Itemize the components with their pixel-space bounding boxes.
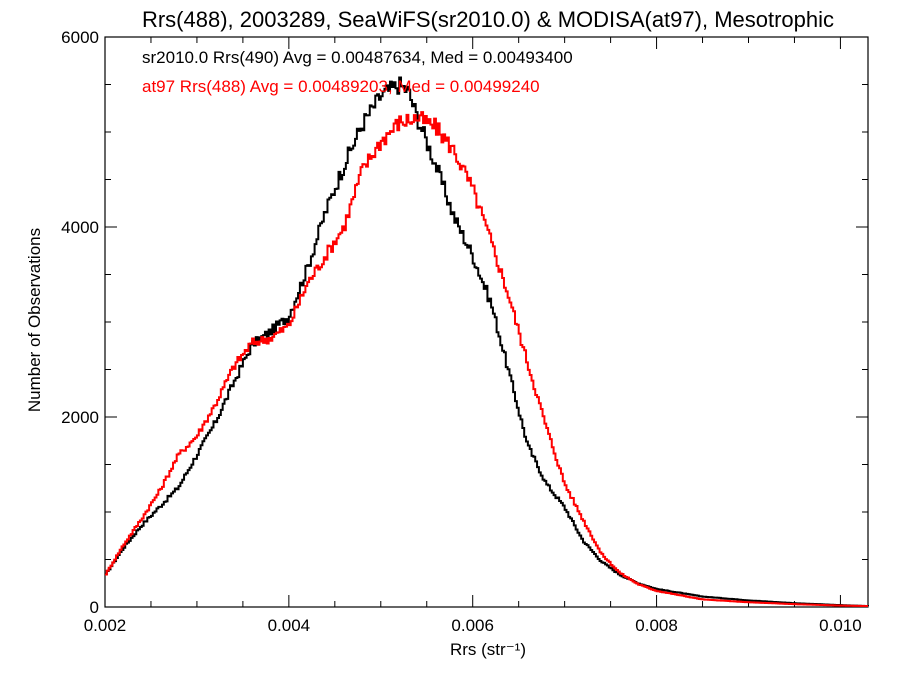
x-axis-label: Rrs (str⁻¹) — [450, 640, 526, 659]
y-tick-label: 4000 — [61, 218, 99, 237]
y-axis-label: Number of Observations — [25, 228, 44, 412]
x-axis: 0.002 0.004 0.006 0.008 0.010 — [84, 37, 862, 635]
x-tick-label: 0.008 — [635, 616, 678, 635]
legend-entry-1: sr2010.0 Rrs(490) Avg = 0.00487634, Med … — [142, 48, 573, 67]
x-tick-label: 0.010 — [819, 616, 862, 635]
y-tick-label: 2000 — [61, 408, 99, 427]
y-tick-label: 6000 — [61, 28, 99, 47]
chart-title: Rrs(488), 2003289, SeaWiFS(sr2010.0) & M… — [142, 7, 834, 32]
x-tick-label: 0.004 — [268, 616, 311, 635]
legend: sr2010.0 Rrs(490) Avg = 0.00487634, Med … — [142, 48, 573, 96]
series-line-1 — [105, 76, 869, 608]
legend-entry-2: at97 Rrs(488) Avg = 0.00489203, Med = 0.… — [142, 77, 540, 96]
series-layer — [105, 76, 869, 608]
y-axis: 0 2000 4000 6000 — [61, 28, 868, 617]
x-tick-label: 0.006 — [451, 616, 494, 635]
plot-border — [104, 36, 869, 608]
x-tick-label: 0.002 — [84, 616, 127, 635]
plot-frame — [104, 36, 869, 608]
y-tick-label: 0 — [90, 598, 99, 617]
series-line-2 — [105, 111, 868, 608]
